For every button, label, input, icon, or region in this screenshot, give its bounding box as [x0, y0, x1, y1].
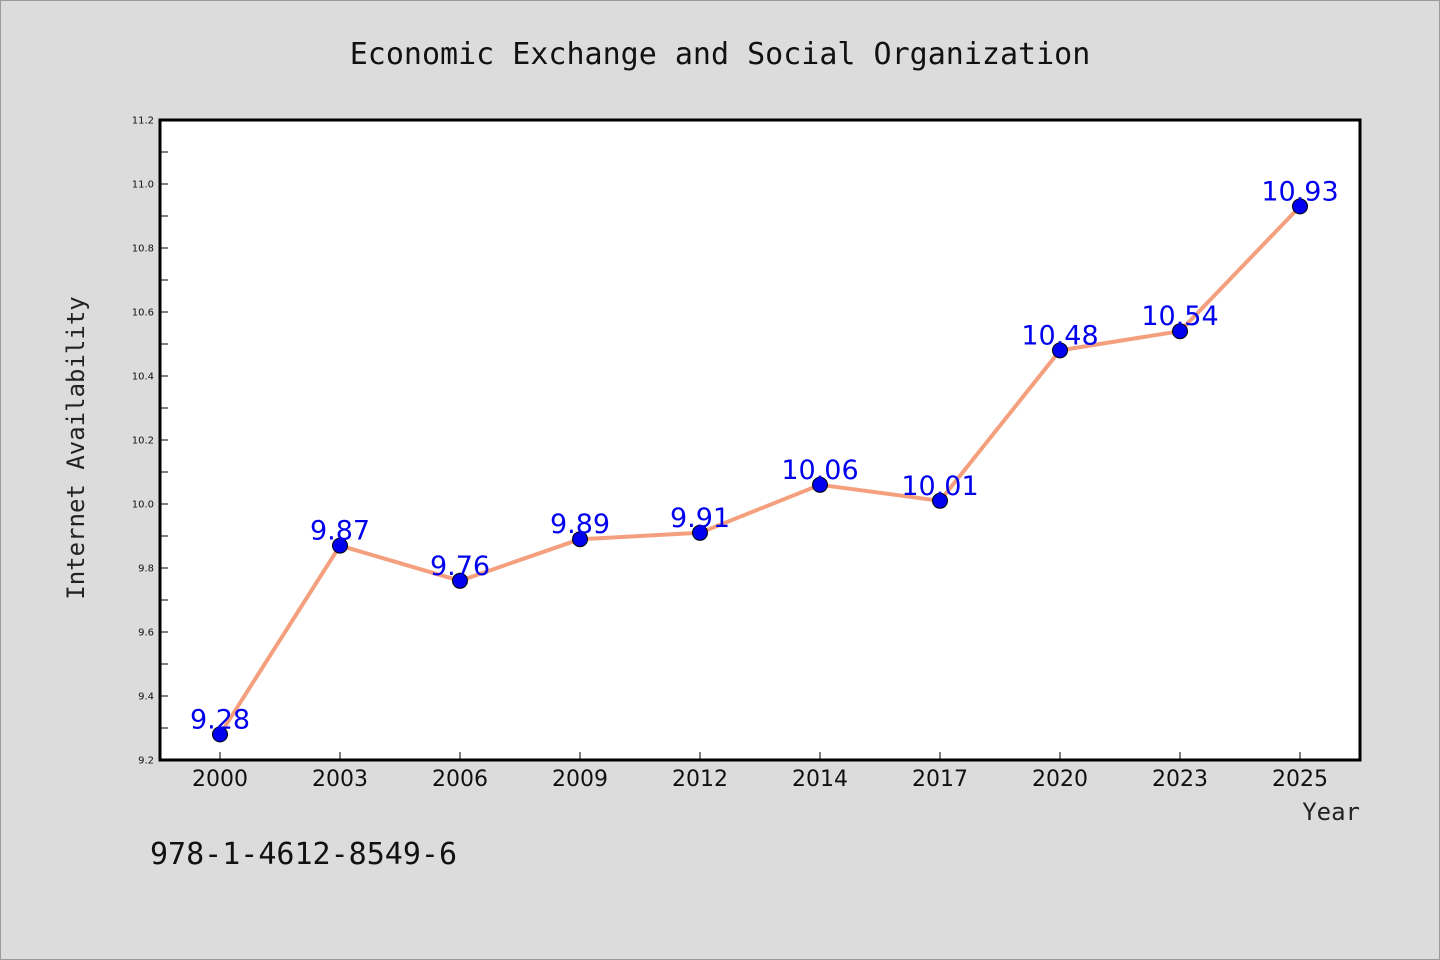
x-tick-label: 2025 — [1272, 767, 1328, 792]
y-tick-label: 10.0 — [132, 500, 154, 511]
x-axis-title: Year — [1302, 798, 1360, 826]
y-tick-label: 11.2 — [132, 116, 154, 127]
data-point — [812, 476, 828, 493]
data-label: 9.28 — [190, 704, 250, 735]
data-point — [932, 492, 948, 509]
data-point — [212, 726, 228, 743]
x-tick-label: 2023 — [1152, 767, 1208, 792]
x-axis: 2000 2003 2006 2009 2012 2014 2017 2020 2023 2025 — [192, 752, 1328, 792]
data-label: 10.54 — [1141, 301, 1218, 332]
x-tick-label: 2009 — [552, 767, 608, 792]
data-label: 10.06 — [781, 455, 858, 486]
series-line — [218, 204, 1302, 737]
y-tick-label: 11.0 — [132, 180, 154, 191]
x-tick-label: 2017 — [912, 767, 968, 792]
y-tick-label: 10.8 — [132, 244, 154, 255]
y-tick-label: 10.6 — [132, 308, 154, 319]
chart-title: Economic Exchange and Social Organizatio… — [350, 37, 1091, 72]
series-layer — [212, 198, 1308, 743]
x-tick-label: 2000 — [192, 767, 248, 792]
x-tick-label: 2012 — [672, 767, 728, 792]
plot-area — [158, 118, 1362, 762]
data-label: 9.89 — [550, 509, 610, 540]
data-point — [1052, 342, 1068, 359]
data-point — [452, 572, 468, 589]
data-label: 9.87 — [310, 516, 370, 547]
y-tick-label: 10.4 — [132, 372, 154, 383]
data-point — [1172, 323, 1188, 340]
y-tick-label: 9.4 — [138, 692, 154, 703]
x-tick-label: 2006 — [432, 767, 488, 792]
data-label: 10.48 — [1021, 320, 1098, 351]
data-label: 9.76 — [430, 551, 490, 582]
data-point — [692, 524, 708, 541]
data-point — [332, 537, 348, 554]
data-point — [572, 531, 588, 548]
x-tick-label: 2020 — [1032, 767, 1088, 792]
data-point — [1292, 198, 1308, 215]
x-tick-label: 2014 — [792, 767, 848, 792]
y-tick-label: 9.2 — [138, 756, 154, 767]
y-axis-title: Internet Availability — [62, 296, 90, 599]
y-tick-label: 10.2 — [132, 436, 154, 447]
data-labels: 9.28 9.87 9.76 9.89 9.91 10.06 10.01 10.48 10.54… — [190, 176, 1339, 735]
y-tick-label: 9.6 — [138, 628, 154, 639]
data-label: 10.01 — [901, 471, 978, 502]
data-label: 9.91 — [670, 503, 730, 534]
isbn-annotation: 978-1-4612-8549-6 — [150, 837, 457, 872]
y-tick-label: 9.8 — [138, 564, 154, 575]
x-tick-label: 2003 — [312, 767, 368, 792]
y-axis: 9.2 9.4 9.6 9.8 10.0 10.2 10.4 10.6 10.8 11.0 11.2 — [132, 116, 168, 767]
data-label: 10.93 — [1261, 176, 1338, 207]
